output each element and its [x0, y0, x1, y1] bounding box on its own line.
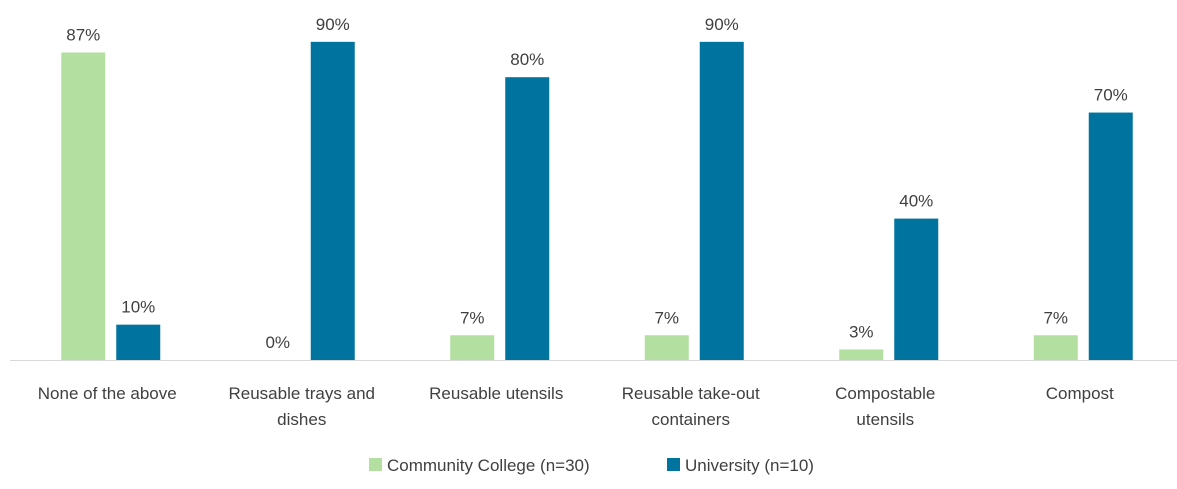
- bar-community-college-0: [61, 52, 106, 361]
- value-label-community-college-0: 87%: [66, 25, 100, 44]
- category-label-line: Reusable take-out: [622, 384, 760, 403]
- bar-university-4: [894, 218, 939, 360]
- category-label-2: Reusable utensils: [429, 384, 563, 403]
- value-label-university-2: 80%: [510, 50, 544, 69]
- legend-label-university: University (n=10): [685, 456, 814, 475]
- bar-university-2: [505, 77, 550, 360]
- category-label-0: None of the above: [38, 384, 177, 403]
- legend-swatch-community-college: [369, 458, 382, 471]
- legend-label-community-college: Community College (n=30): [387, 456, 590, 475]
- bars-group: [61, 41, 1133, 361]
- bar-community-college-5: [1033, 335, 1078, 360]
- value-label-university-1: 90%: [316, 15, 350, 34]
- value-label-university-0: 10%: [121, 298, 155, 317]
- bar-university-3: [699, 41, 744, 360]
- legend: Community College (n=30) University (n=10…: [369, 456, 814, 475]
- value-label-community-college-1: 0%: [265, 333, 290, 352]
- category-label-line: Compost: [1046, 384, 1114, 403]
- category-label-3: Reusable take-out containers: [622, 384, 760, 429]
- bar-community-college-4: [839, 349, 884, 360]
- value-label-community-college-4: 3%: [849, 322, 874, 341]
- bar-university-0: [116, 324, 161, 360]
- category-label-5: Compost: [1046, 384, 1114, 403]
- category-label-line: Reusable utensils: [429, 384, 563, 403]
- bar-university-5: [1088, 112, 1133, 360]
- category-label-line: utensils: [856, 410, 914, 429]
- category-label-line: Reusable trays and: [229, 384, 375, 403]
- category-label-4: Compostable utensils: [835, 384, 935, 429]
- value-label-university-5: 70%: [1094, 86, 1128, 105]
- category-labels-group: None of the above Reusable trays and dishe…: [38, 384, 1114, 429]
- category-label-line: None of the above: [38, 384, 177, 403]
- value-label-university-4: 40%: [899, 192, 933, 211]
- legend-swatch-university: [667, 458, 680, 471]
- bar-university-1: [310, 41, 355, 360]
- category-label-line: Compostable: [835, 384, 935, 403]
- category-label-line: containers: [652, 410, 730, 429]
- value-label-community-college-3: 7%: [654, 308, 679, 327]
- bar-community-college-2: [450, 335, 495, 360]
- value-label-community-college-5: 7%: [1043, 308, 1068, 327]
- value-labels-group: 87% 10% 0% 90% 7% 80% 7% 90% 3% 40% 7% 70%: [66, 15, 1128, 352]
- value-label-community-college-2: 7%: [460, 308, 485, 327]
- value-label-university-3: 90%: [705, 15, 739, 34]
- bar-community-college-3: [644, 335, 689, 360]
- category-label-1: Reusable trays and dishes: [229, 384, 375, 429]
- category-label-line: dishes: [277, 410, 326, 429]
